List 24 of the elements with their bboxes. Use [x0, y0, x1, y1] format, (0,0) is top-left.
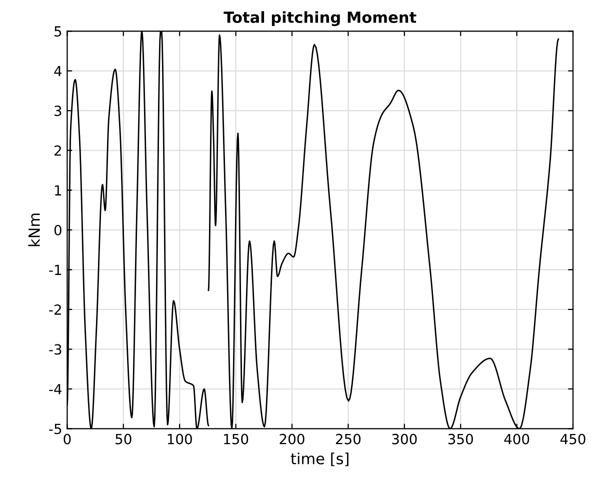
x-tick-label: 400: [504, 434, 530, 444]
x-tick-label: 50: [116, 434, 132, 444]
y-tick-label: -5: [49, 424, 62, 434]
y-tick-label: -3: [49, 344, 62, 355]
y-tick-label: 0: [54, 224, 62, 236]
x-tick-label: 300: [392, 434, 417, 444]
y-tick-label: 2: [54, 145, 61, 156]
x-axis-title: time [s]: [290, 452, 348, 466]
x-tick-label: 150: [224, 434, 248, 444]
x-tick-label: 450: [560, 434, 586, 444]
chart-title: Total pitching Moment: [224, 11, 416, 26]
y-tick-label: 5: [54, 26, 62, 37]
y-tick-label: 4: [54, 66, 62, 76]
y-tick-label: 1: [55, 185, 62, 196]
y-tick-label: -2: [49, 304, 61, 315]
x-tick-label: 350: [448, 434, 473, 444]
x-tick-label: 250: [336, 434, 361, 444]
y-tick-label: -4: [49, 384, 62, 394]
y-tick-label: 3: [54, 106, 62, 116]
y-tick-label: -1: [49, 264, 62, 275]
x-tick-label: 200: [280, 434, 304, 444]
y-axis-title: kNm: [28, 214, 40, 246]
x-tick-label: 0: [64, 434, 71, 444]
x-tick-label: 100: [168, 434, 192, 444]
